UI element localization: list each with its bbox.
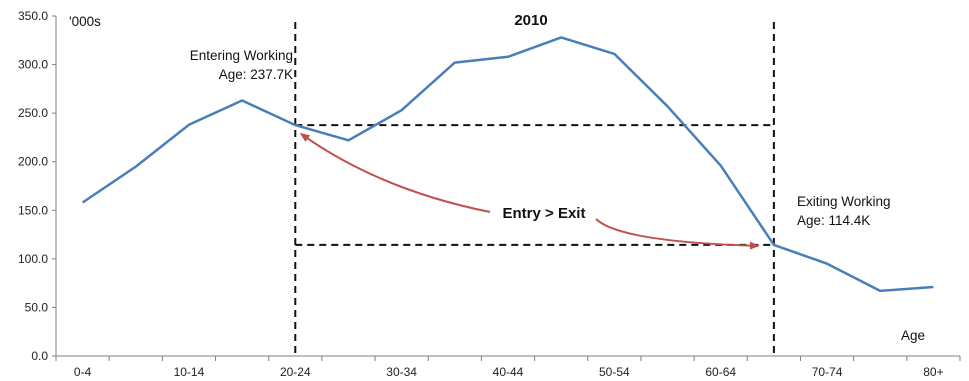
chart-title: 2010 <box>514 12 547 29</box>
y-tick-label: 350.0 <box>18 9 48 23</box>
y-tick-label: 50.0 <box>25 300 49 314</box>
x-tick-label: 50-54 <box>599 365 630 379</box>
x-tick-label: 60-64 <box>705 365 736 379</box>
x-tick-label: 30-34 <box>386 365 417 379</box>
arrow-to-entry <box>299 132 491 213</box>
entry-exit-arrows <box>299 132 760 250</box>
y-tick-label: 300.0 <box>18 58 48 72</box>
y-tick-label: 150.0 <box>18 203 48 217</box>
series-group <box>81 36 934 293</box>
exiting-annotation-line2: Age: 114.4K <box>797 213 870 228</box>
y-axis: 0.0 50.0 100.0 150.0 200.0 250.0 300.0 350.0 <box>18 9 57 363</box>
x-tick-label: 0-4 <box>74 365 92 379</box>
series-line <box>81 36 934 293</box>
y-tick-label: 250.0 <box>18 106 48 120</box>
x-tick-label: 70-74 <box>812 365 843 379</box>
y-tick-label: 0.0 <box>31 349 48 363</box>
x-axis-title: Age <box>901 328 925 343</box>
exiting-annotation-line1: Exiting Working <box>797 194 891 209</box>
x-tick-label: 20-24 <box>280 365 311 379</box>
entering-annotation-line2: Age: 237.7K <box>219 67 293 82</box>
x-tick-label: 10-14 <box>174 365 205 379</box>
y-tick-label: 200.0 <box>18 155 48 169</box>
x-axis: 0-4 10-14 20-24 30-34 40-44 50-54 60-64 70-74 80… <box>55 355 961 379</box>
entry-exit-label: Entry > Exit <box>503 205 586 222</box>
x-tick-label: 40-44 <box>493 365 524 379</box>
entering-annotation-line1: Entering Working <box>190 48 293 63</box>
unit-label: '000s <box>69 14 101 29</box>
y-tick-label: 100.0 <box>18 252 48 266</box>
x-tick-label: 80+ <box>923 365 943 379</box>
reference-lines <box>294 22 775 356</box>
arrow-to-exit <box>595 218 760 250</box>
